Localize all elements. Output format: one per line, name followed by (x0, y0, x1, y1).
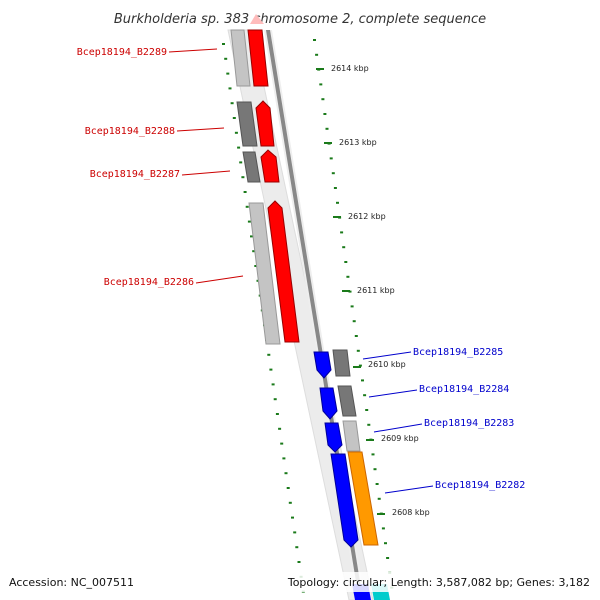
label-line-b2282 (384, 485, 434, 494)
gene-b2288[interactable] (236, 100, 275, 147)
scale-label-2608: 2608 kbp (392, 508, 430, 517)
scale-label-2612: 2612 kbp (348, 212, 386, 221)
gene-b2282-arrow-orange (347, 451, 379, 546)
gene-b2287-shadow (242, 151, 261, 183)
accession-text: Accession: NC_007511 (9, 576, 134, 589)
genome-summary-text: Topology: circular; Length: 3,587,082 bp… (287, 576, 590, 589)
footer-background (0, 572, 600, 592)
scale-label-2609: 2609 kbp (381, 434, 419, 443)
gene-b2285-shadow (332, 349, 351, 377)
gene-b2288-shadow (236, 101, 258, 147)
label-b2289[interactable]: Bcep18194_B2289 (77, 47, 167, 58)
gene-b2282-arrow-blue (330, 453, 359, 548)
scale-label-2614: 2614 kbp (331, 64, 369, 73)
gene-b2289[interactable] (230, 14, 269, 87)
gene-b2284-arrow (319, 387, 338, 420)
label-b2285[interactable]: Bcep18194_B2285 (413, 347, 503, 358)
label-line-b2287 (181, 170, 231, 176)
gene-b2284[interactable] (319, 385, 357, 420)
gene-b2283-arrow (324, 422, 343, 453)
gene-b2286-shadow (248, 202, 281, 345)
label-b2287[interactable]: Bcep18194_B2287 (90, 169, 180, 180)
gene-b2286[interactable] (248, 200, 300, 345)
label-line-b2284 (368, 389, 418, 398)
label-b2282[interactable]: Bcep18194_B2282 (435, 480, 525, 491)
label-line-b2285 (362, 351, 412, 360)
gene-b2287-arrow (260, 149, 280, 183)
gene-b2285[interactable] (313, 349, 351, 379)
gene-b2283[interactable] (324, 420, 361, 453)
map-title: Burkholderia sp. 383 chromosome 2, compl… (114, 12, 486, 27)
label-b2288[interactable]: Bcep18194_B2288 (85, 126, 175, 137)
label-line-b2283 (373, 423, 423, 433)
label-b2284[interactable]: Bcep18194_B2284 (419, 384, 509, 395)
label-b2283[interactable]: Bcep18194_B2283 (424, 418, 514, 429)
label-line-b2288 (176, 127, 225, 132)
gene-b2282[interactable] (330, 451, 379, 548)
gene-b2289-shadow (230, 29, 251, 87)
scale-markers: 2614 kbp 2613 kbp 2612 kbp 2611 kbp 2610… (316, 64, 430, 517)
gene-b2287[interactable] (242, 149, 280, 183)
label-b2286[interactable]: Bcep18194_B2286 (104, 277, 194, 288)
gene-b2284-shadow (337, 385, 357, 417)
scale-label-2611: 2611 kbp (357, 286, 395, 295)
gene-b2289-faded-cap (250, 14, 264, 24)
gene-b2288-arrow (255, 100, 275, 147)
gene-b2285-arrow (313, 351, 332, 379)
label-line-b2286 (195, 275, 244, 284)
gene-b2286-arrow (267, 200, 300, 343)
scale-label-2613: 2613 kbp (339, 138, 377, 147)
label-line-b2289 (168, 48, 218, 53)
gene-b2289-arrow (247, 29, 269, 87)
gene-b2283-shadow (342, 420, 361, 452)
scale-label-2610: 2610 kbp (368, 360, 406, 369)
